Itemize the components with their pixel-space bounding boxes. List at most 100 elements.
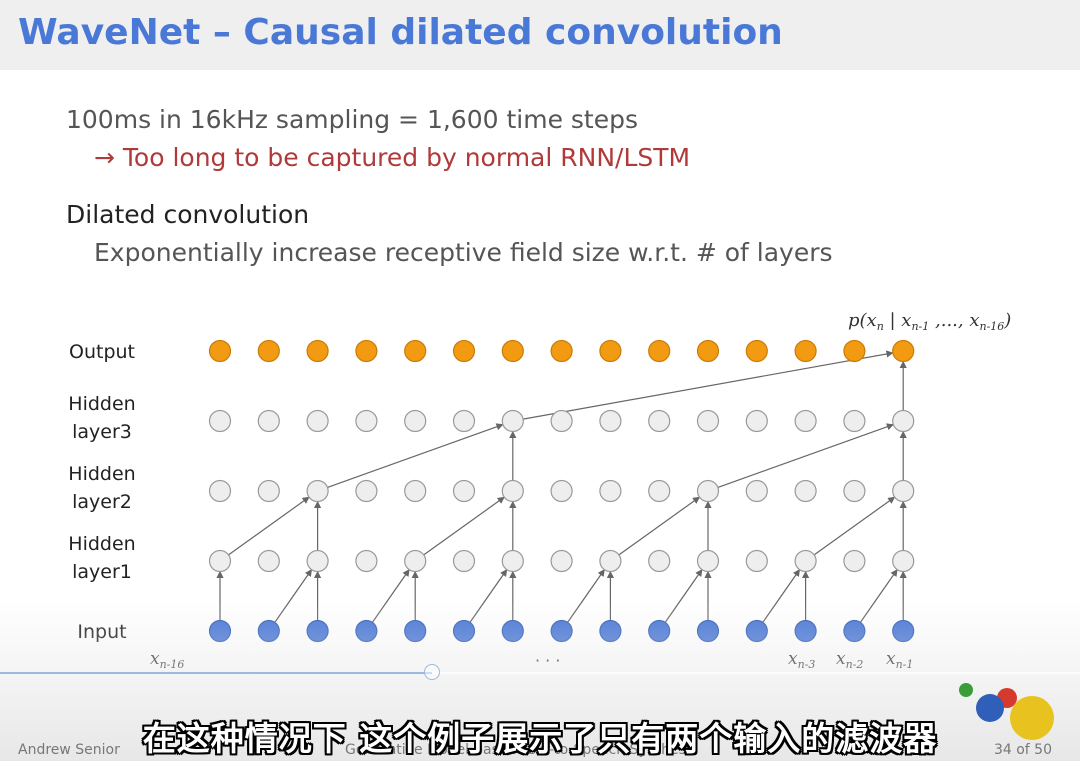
layer-node: [306, 339, 329, 363]
layer-node: [404, 409, 427, 433]
layer-node: [306, 409, 329, 433]
layer-node: [355, 549, 378, 573]
layer-node: [696, 479, 720, 503]
layer-node: [794, 409, 817, 433]
layer-node: [404, 479, 427, 503]
layer-node: [892, 409, 915, 433]
connection-edge: [327, 423, 504, 489]
connection-edge: [717, 423, 894, 489]
connection-edge: [371, 569, 410, 623]
bullet-rnn-limitation: → Too long to be captured by normal RNN/…: [94, 143, 691, 172]
layer-label: Hidden: [68, 533, 135, 555]
layer-node: [794, 479, 817, 503]
bullet-receptive-field: Exponentially increase receptive field s…: [94, 238, 833, 267]
layer-node: [745, 549, 768, 573]
input-label-n-2: xn-2: [836, 649, 863, 671]
layer-node: [648, 549, 671, 573]
layer-node: [306, 549, 329, 573]
layer-node: [843, 619, 866, 643]
layer-node: [257, 339, 280, 363]
layer-node: [501, 479, 524, 503]
layer-node: [843, 409, 866, 433]
layer-node: [745, 479, 768, 503]
layer-node: [404, 549, 427, 573]
layer-node: [501, 339, 524, 363]
layer-label: Output: [69, 341, 135, 363]
layer-node: [794, 339, 817, 363]
layer-node: [257, 479, 280, 503]
layer-node: [355, 479, 378, 503]
layer-label: Hidden: [68, 463, 135, 485]
layer-node: [648, 339, 671, 363]
layer-node: [648, 409, 671, 433]
layer-node: [599, 339, 622, 363]
layer-node: [306, 479, 329, 503]
layer-node: [696, 339, 720, 363]
input-label-ellipsis: · · ·: [535, 651, 560, 670]
layer-node: [648, 619, 671, 643]
layer-node: [257, 409, 280, 433]
footer-talk-title: Generative Model-based Text-to-Speech Sy…: [345, 742, 698, 758]
layer-node: [355, 409, 378, 433]
layer-node: [404, 619, 427, 643]
connection-edge: [859, 569, 898, 623]
layer-label: Input: [77, 621, 126, 643]
layer-node: [452, 409, 476, 433]
layer-node: [550, 549, 573, 573]
connection-edge: [664, 569, 703, 623]
layer-label: layer3: [72, 421, 132, 443]
connection-edge: [274, 569, 313, 623]
connection-edge: [813, 496, 896, 556]
connection-edge: [423, 496, 505, 556]
connection-edge: [567, 569, 605, 623]
layer-node: [745, 409, 768, 433]
layer-node: [794, 549, 817, 573]
connection-edge: [228, 496, 310, 556]
layer-node: [208, 479, 232, 503]
connection-edge: [762, 569, 801, 623]
bullet-sampling: 100ms in 16kHz sampling = 1,600 time ste…: [66, 105, 638, 134]
layer-node: [501, 619, 524, 643]
layer-node: [208, 409, 232, 433]
layer-node: [355, 619, 378, 643]
connection-edge: [469, 569, 508, 623]
layer-node: [452, 339, 476, 363]
layer-label: layer2: [72, 491, 132, 513]
layer-node: [892, 479, 915, 503]
layer-node: [452, 549, 476, 573]
dilated-convolution-diagram: Output Hidden layer3 Hidden layer2 Hidden laye…: [68, 310, 1011, 671]
layer-node: [599, 549, 622, 573]
layer-node: [404, 339, 427, 363]
layer-node: [696, 549, 720, 573]
layer-node: [745, 619, 768, 643]
bullet-dilated-convolution: Dilated convolution: [66, 200, 310, 229]
layer-label: layer1: [72, 561, 132, 583]
input-label-first: xn-16: [150, 649, 184, 671]
layer-label: Hidden: [68, 393, 135, 415]
layer-node: [648, 479, 671, 503]
video-subtitle: 在这种情况下 这个例子展示了只有两个输入的滤波器: [142, 719, 938, 758]
video-seek-progress: [0, 672, 432, 674]
layer-node: [696, 409, 720, 433]
layer-node: [550, 409, 573, 433]
connection-edge: [618, 496, 701, 556]
layer-node: [599, 619, 622, 643]
layer-node: [550, 339, 573, 363]
layer-node: [892, 339, 915, 363]
slide-title: WaveNet – Causal dilated convolution: [18, 12, 783, 53]
layer-node: [599, 479, 622, 503]
layer-node: [892, 619, 915, 643]
layer-node: [257, 619, 280, 643]
google-balls-logo: [959, 683, 1054, 740]
connection-edge: [523, 350, 894, 420]
layer-node: [306, 619, 329, 643]
layer-node: [794, 619, 817, 643]
layer-node: [501, 549, 524, 573]
layer-node: [696, 619, 720, 643]
layer-node: [843, 339, 866, 363]
layer-node: [843, 549, 866, 573]
layer-node: [355, 339, 378, 363]
video-seek-track[interactable]: [0, 672, 1080, 674]
video-seek-handle[interactable]: [424, 664, 440, 680]
input-label-n-3: xn-3: [788, 649, 815, 671]
